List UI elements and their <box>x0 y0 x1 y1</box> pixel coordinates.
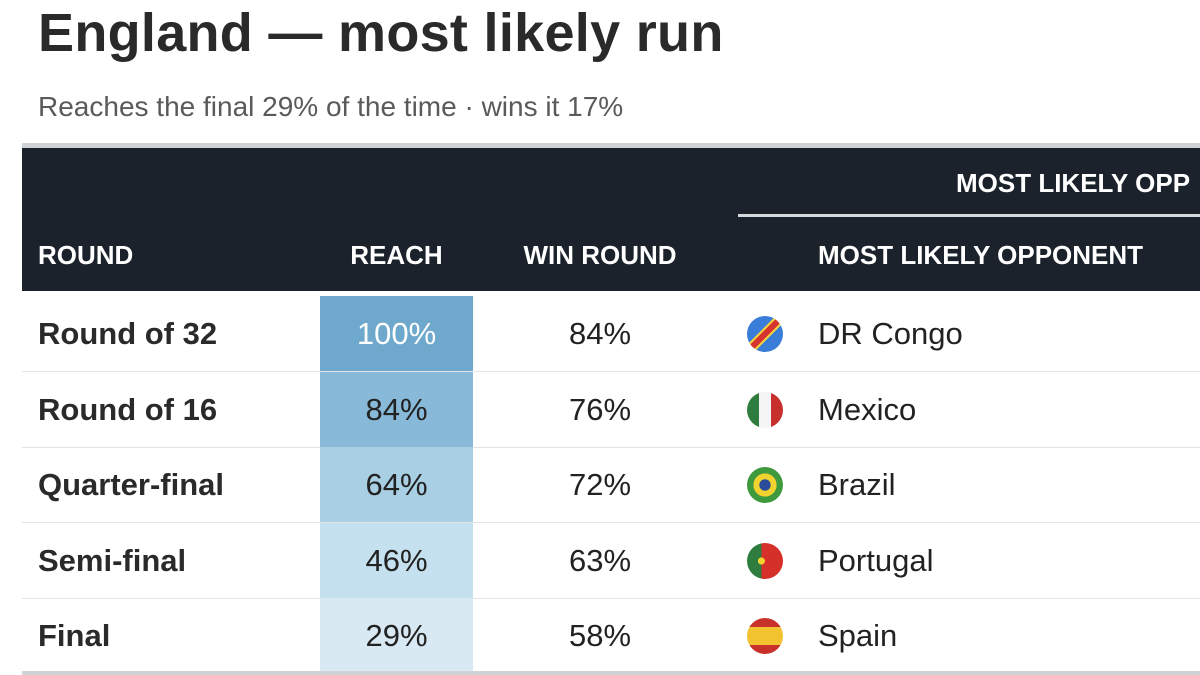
flag-icon <box>747 467 783 503</box>
table-row: Round of 16 84% 76% Mexico <box>22 371 1200 448</box>
group-underline <box>738 214 1200 217</box>
table-row: Quarter-final 64% 72% Brazil <box>22 447 1200 523</box>
win-cell: 58% <box>568 618 632 653</box>
reach-cell: 64% <box>320 447 473 522</box>
round-cell: Semi-final <box>38 542 187 578</box>
reach-cell: 100% <box>320 296 473 371</box>
flag-icon <box>747 391 783 428</box>
table-row: Round of 32 100% 84% DR Congo <box>22 296 1200 372</box>
column-header: MOST LIKELY OPPONENT <box>818 240 1144 270</box>
win-cell: 76% <box>568 391 632 427</box>
table-row: Semi-final 46% 63% Portugal <box>22 522 1200 599</box>
opponent-cell: Brazil <box>818 467 896 502</box>
title: England — most likely run <box>38 3 724 63</box>
table-row: Final 29% 58% Spain <box>22 598 1200 674</box>
flag-icon <box>747 618 783 654</box>
opponent-cell: DR Congo <box>818 316 963 351</box>
win-cell: 72% <box>568 467 632 502</box>
opponent-cell: Spain <box>818 618 898 653</box>
reach-cell: 84% <box>320 371 473 447</box>
table-border <box>22 143 1200 148</box>
subtitle: Reaches the final 29% of the time · wins… <box>38 91 624 122</box>
opponent-cell: Mexico <box>818 391 917 427</box>
table-border <box>22 671 1200 675</box>
win-cell: 63% <box>568 542 632 578</box>
reach-cell: 29% <box>320 598 473 673</box>
flag-icon <box>747 542 783 579</box>
opponent-cell: Portugal <box>818 542 934 578</box>
win-cell: 84% <box>568 316 632 351</box>
table-header <box>22 148 1200 291</box>
group-header: MOST LIKELY OPP <box>956 168 1191 198</box>
reach-cell: 46% <box>320 522 473 598</box>
column-header: REACH <box>350 240 443 270</box>
round-cell: Round of 16 <box>38 391 218 427</box>
column-header: WIN ROUND <box>523 240 677 270</box>
round-cell: Quarter-final <box>38 467 225 502</box>
round-cell: Round of 32 <box>38 316 218 351</box>
round-cell: Final <box>38 618 111 653</box>
column-header: ROUND <box>38 240 134 270</box>
flag-icon <box>747 316 783 352</box>
